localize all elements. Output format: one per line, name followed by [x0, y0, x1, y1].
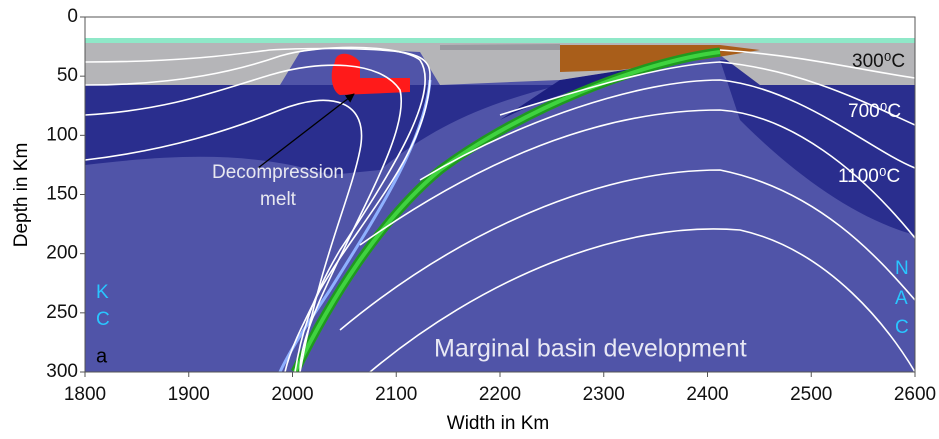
- plate-label: A: [895, 288, 908, 309]
- y-axis-label: Depth in Km: [11, 143, 32, 248]
- x-tick-label: 2300: [583, 384, 625, 405]
- y-tick-label: 200: [46, 243, 78, 264]
- x-tick-label: 1900: [168, 384, 210, 405]
- y-tick-label: 100: [46, 124, 78, 145]
- plate-label: C: [96, 309, 110, 330]
- y-tick-label: 250: [46, 302, 78, 323]
- y-tick-label: 50: [57, 65, 78, 86]
- isotherm-label: 1100⁰C: [838, 166, 900, 187]
- panel-label: a: [96, 345, 108, 367]
- chart: 1800 1900 2000 2100 2200 2300 2400 2500 2600 0 50 1…: [0, 0, 939, 439]
- isotherm-label: 700⁰C: [848, 101, 901, 122]
- y-tick-label: 0: [67, 6, 78, 27]
- melt-label: melt: [260, 189, 297, 210]
- y-tick-label: 150: [46, 184, 78, 205]
- plate-label: C: [895, 317, 909, 338]
- x-tick-label: 2500: [790, 384, 832, 405]
- x-tick-label: 2000: [271, 384, 313, 405]
- plate-label: N: [895, 258, 909, 279]
- melt-label: Decompression: [212, 162, 344, 183]
- x-tick-label: 1800: [64, 384, 106, 405]
- isotherm-label: 300⁰C: [852, 51, 905, 72]
- caption: Marginal basin development: [434, 335, 747, 363]
- x-tick-label: 2200: [479, 384, 521, 405]
- plate-label: K: [96, 282, 109, 303]
- x-tick-label: 2100: [375, 384, 417, 405]
- x-tick-label: 2400: [686, 384, 728, 405]
- y-tick-label: 300: [46, 361, 78, 382]
- x-tick-label: 2600: [894, 384, 936, 405]
- x-axis-label: Width in Km: [447, 413, 549, 434]
- model-section: [85, 17, 915, 372]
